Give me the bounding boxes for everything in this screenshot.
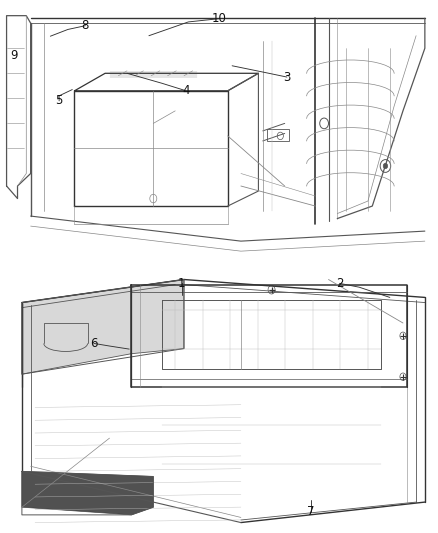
Text: 7: 7 [307, 505, 315, 518]
Text: 6: 6 [90, 337, 98, 350]
Text: 5: 5 [56, 94, 63, 107]
Text: 4: 4 [182, 84, 190, 98]
Bar [0, 11, 438, 261]
Text: 9: 9 [10, 49, 18, 62]
Polygon shape [22, 471, 153, 515]
Text: 8: 8 [82, 19, 89, 32]
Bar [267, 129, 289, 141]
Text: 3: 3 [283, 70, 290, 84]
Text: 10: 10 [212, 12, 226, 25]
Circle shape [383, 163, 388, 168]
Polygon shape [22, 279, 184, 374]
Bar [0, 272, 438, 528]
Text: 2: 2 [336, 277, 343, 290]
Text: 1: 1 [178, 277, 186, 290]
